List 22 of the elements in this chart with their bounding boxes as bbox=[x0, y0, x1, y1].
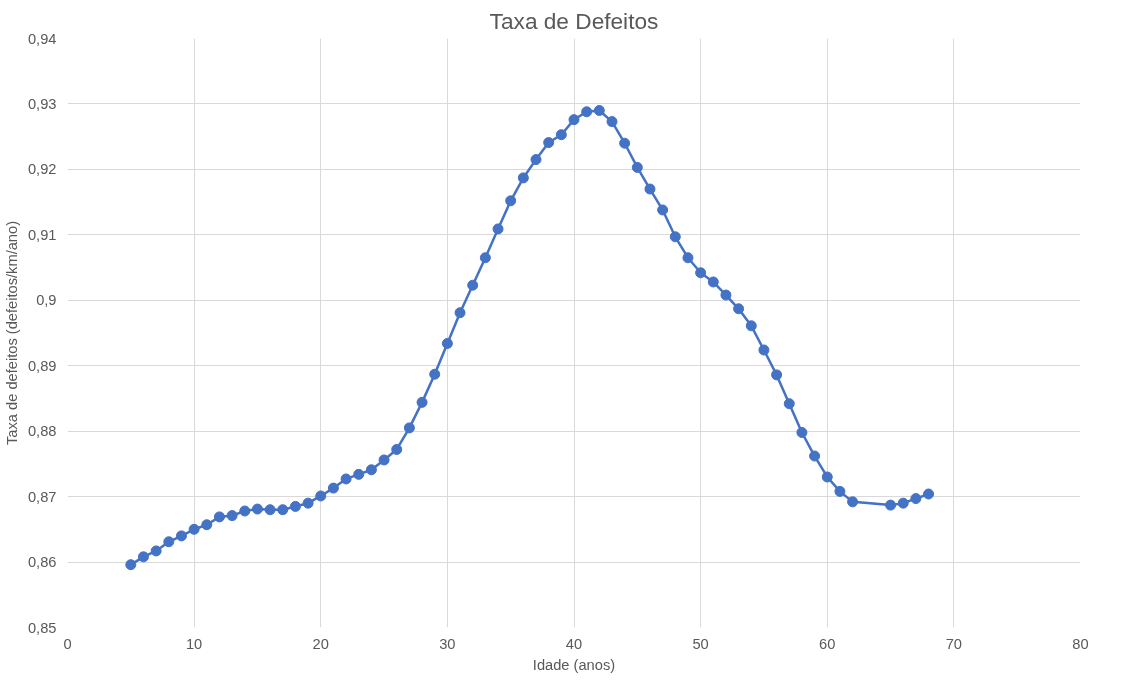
y-tick-label: 0,88 bbox=[27, 423, 57, 440]
x-tick-label: 60 bbox=[819, 635, 836, 652]
x-axis-title: Idade (anos) bbox=[532, 656, 616, 673]
chart-title: Taxa de Defeitos bbox=[489, 7, 659, 34]
y-tick-label: 0,85 bbox=[27, 619, 57, 636]
x-tick-label: 30 bbox=[439, 635, 456, 652]
x-tick-label: 0 bbox=[63, 635, 72, 652]
y-tick-label: 0,9 bbox=[36, 292, 57, 309]
y-tick-label: 0,92 bbox=[27, 161, 57, 178]
y-axis-title: Taxa de defeitos (defeitos/km/ano) bbox=[3, 220, 20, 446]
y-tick-label: 0,89 bbox=[27, 357, 57, 374]
x-tick-label: 10 bbox=[185, 635, 203, 652]
x-tick-label: 40 bbox=[565, 635, 583, 652]
y-tick-label: 0,91 bbox=[27, 226, 57, 243]
y-tick-label: 0,87 bbox=[27, 488, 57, 505]
y-tick-label: 0,93 bbox=[27, 95, 57, 112]
x-tick-label: 80 bbox=[1072, 635, 1089, 652]
y-tick-label: 0,86 bbox=[27, 554, 57, 571]
y-tick-label: 0,94 bbox=[27, 30, 57, 47]
x-tick-label: 70 bbox=[945, 635, 963, 652]
x-tick-label: 20 bbox=[312, 635, 329, 652]
x-tick-label: 50 bbox=[692, 635, 709, 652]
